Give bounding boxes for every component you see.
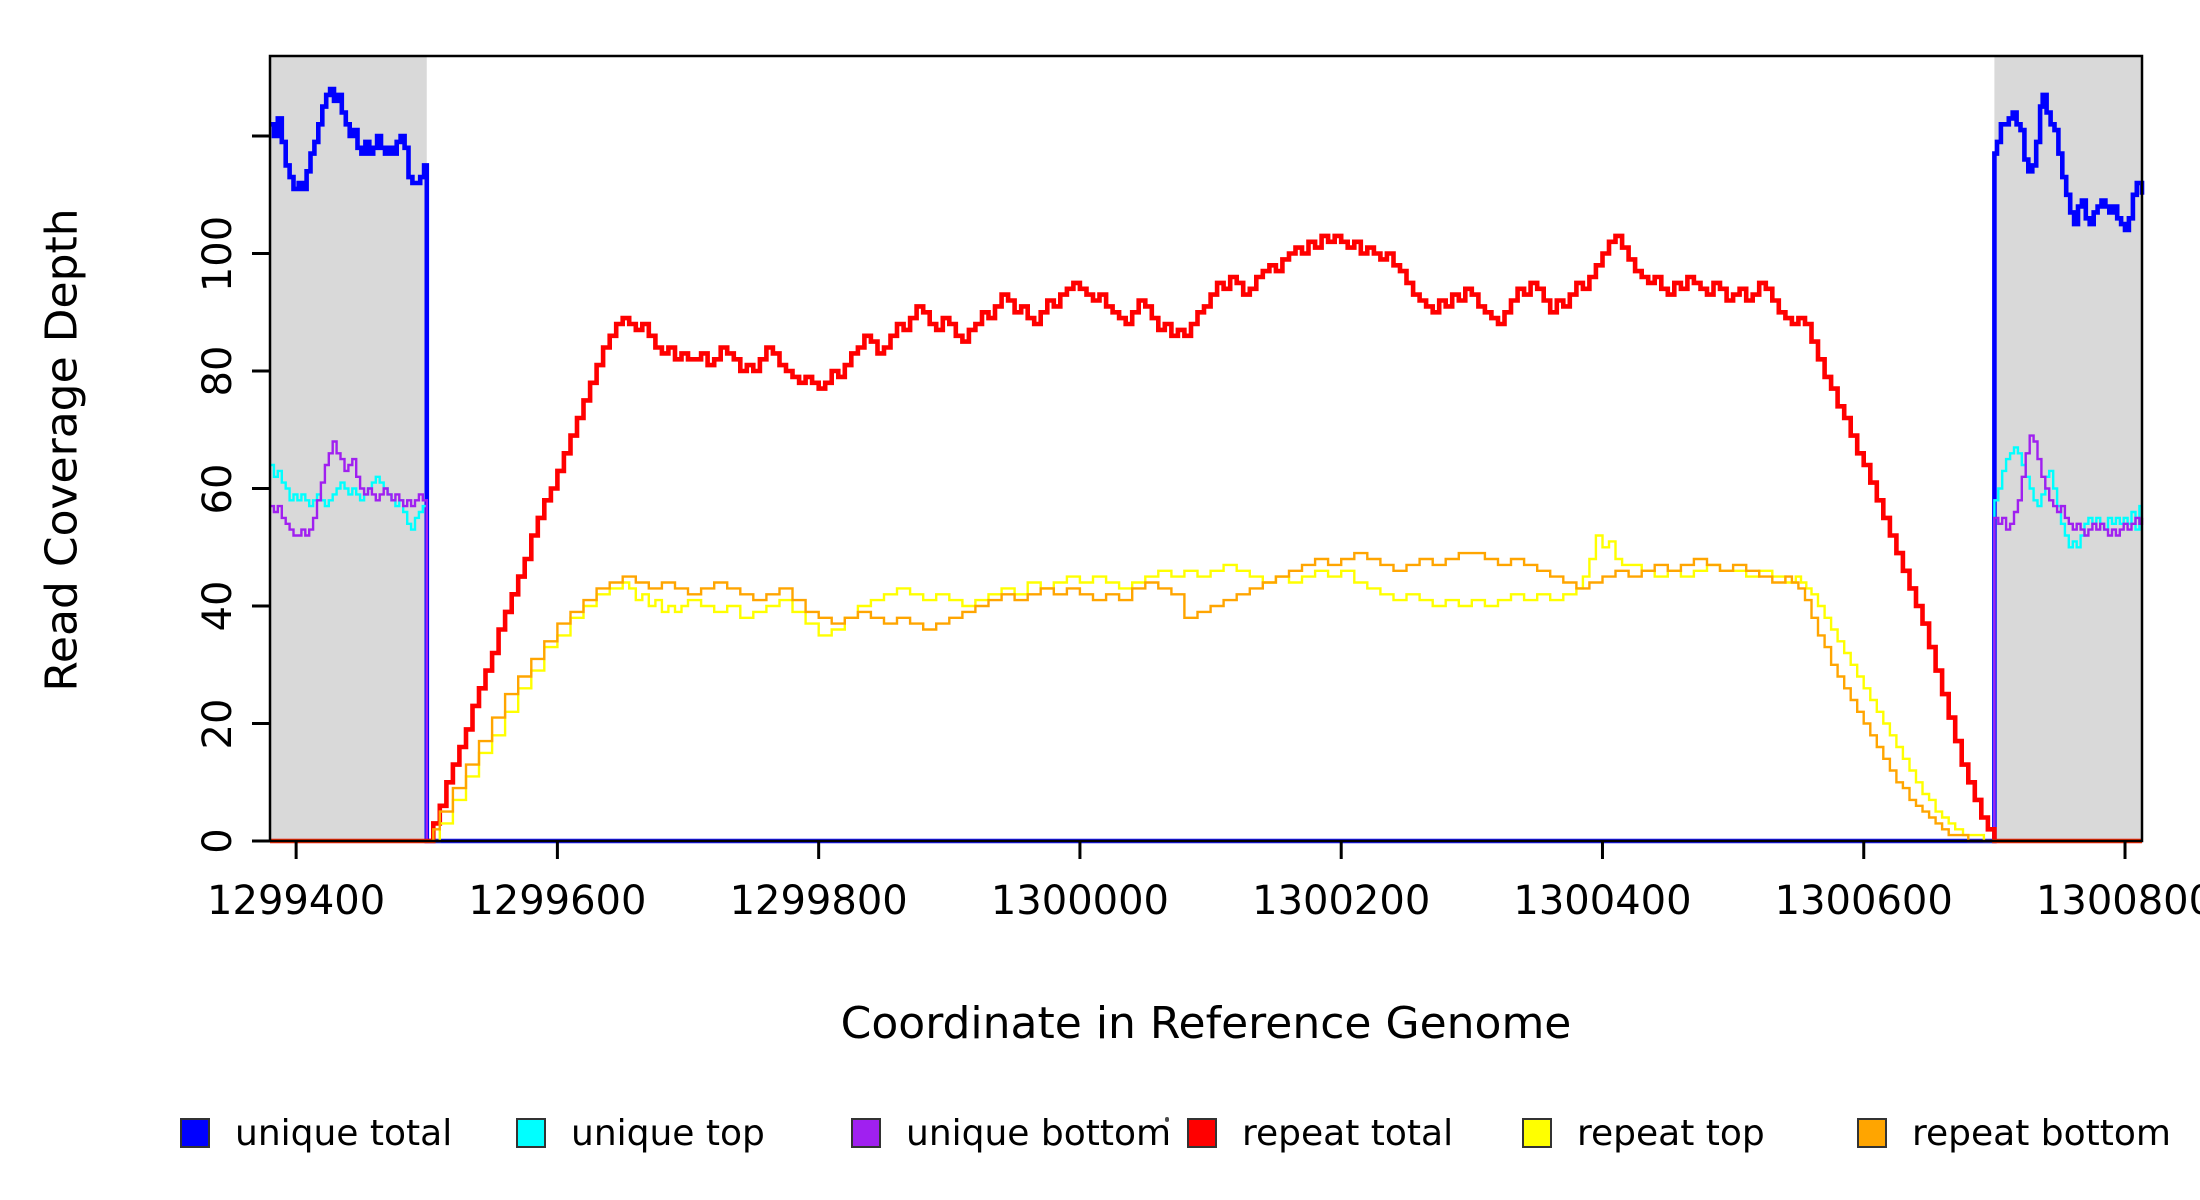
unique-total-swatch-icon [180,1118,210,1148]
legend-item-repeat-bottom: repeat bottom [1857,1113,2171,1154]
legend-label: repeat top [1577,1112,1765,1154]
shaded-region-0 [270,56,427,841]
unique-top-swatch-icon [516,1118,546,1148]
legend-item-repeat-top: repeat top [1522,1113,1765,1154]
legend-item-unique-top: unique top [516,1113,765,1154]
legend-label: repeat total [1242,1112,1454,1154]
y-tick-label-100: 100 [195,215,241,292]
legend-item-unique-bottom: unique bottom [851,1113,1171,1154]
legend-label: unique top [571,1112,765,1154]
x-tick-label-1299400: 1299400 [207,878,386,924]
x-tick-label-1299600: 1299600 [468,878,647,924]
stray-mark-dot [1165,1117,1169,1122]
y-tick-label-40: 40 [195,580,241,632]
legend-item-unique-total: unique total [180,1113,452,1154]
series-line-unique-top [270,446,2142,843]
y-tick-label-80: 80 [195,345,241,397]
x-tick-label-1300400: 1300400 [1513,878,1692,924]
repeat-top-swatch-icon [1522,1118,1552,1148]
unique-bottom-swatch-icon [851,1118,881,1148]
legend-label: repeat bottom [1912,1112,2171,1154]
series-line-repeat-bottom [270,551,2142,843]
y-tick-label-0: 0 [195,828,241,854]
series-line-unique-bottom [270,434,2144,843]
series-line-unique-total [270,86,2145,844]
x-tick-label-1300800: 1300800 [2035,878,2200,924]
legend-label: unique bottom [906,1112,1172,1154]
series-line-repeat-total [270,233,2142,844]
x-tick-label-1299800: 1299800 [729,878,908,924]
repeat-total-swatch-icon [1187,1118,1217,1148]
repeat-bottom-swatch-icon [1857,1118,1887,1148]
plot-border [268,54,2144,843]
y-axis-title: Read Coverage Depth [36,208,88,692]
x-tick-label-1300200: 1300200 [1252,878,1431,924]
legend-item-repeat-total: repeat total [1187,1113,1453,1154]
x-tick-label-1300600: 1300600 [1774,878,1953,924]
x-axis-title: Coordinate in Reference Genome [840,998,1572,1049]
legend-label: unique total [235,1112,453,1154]
x-tick-label-1300000: 1300000 [990,878,1169,924]
y-tick-label-20: 20 [195,698,241,749]
series-line-repeat-top [270,534,2142,843]
y-tick-label-60: 60 [195,463,241,514]
